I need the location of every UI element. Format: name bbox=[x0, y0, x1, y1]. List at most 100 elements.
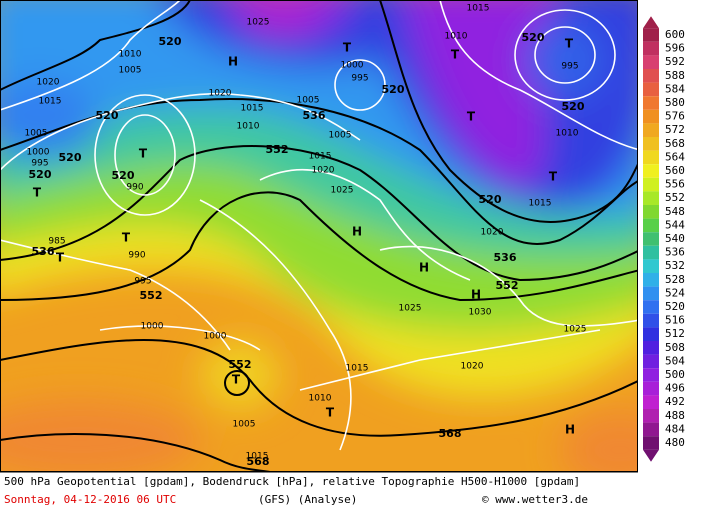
legend-swatch bbox=[643, 150, 659, 165]
map-label: 1000 bbox=[141, 322, 164, 332]
legend-label: 492 bbox=[665, 395, 685, 408]
legend-swatch bbox=[643, 82, 659, 97]
legend-swatch bbox=[643, 177, 659, 192]
legend-swatch bbox=[643, 41, 659, 56]
map-label: 520 bbox=[112, 169, 135, 182]
legend-swatch bbox=[643, 109, 659, 124]
map-label: H bbox=[419, 261, 429, 275]
legend-swatch bbox=[643, 96, 659, 110]
map-label: T bbox=[122, 231, 131, 245]
map-label: T bbox=[565, 37, 574, 51]
map-label: 1005 bbox=[119, 66, 142, 76]
map-label: 552 bbox=[266, 143, 289, 156]
legend-label: 520 bbox=[665, 300, 685, 313]
map-label: T bbox=[549, 170, 558, 184]
map-label: H bbox=[471, 288, 481, 302]
map-label: 990 bbox=[128, 251, 145, 261]
map-label: 1005 bbox=[233, 420, 256, 430]
map-label: 1000 bbox=[341, 61, 364, 71]
map-field bbox=[0, 0, 638, 472]
legend-label: 488 bbox=[665, 409, 685, 422]
map-label: 1005 bbox=[25, 129, 48, 139]
legend-swatch bbox=[643, 245, 659, 260]
map-label: 1005 bbox=[329, 131, 352, 141]
legend-swatch bbox=[643, 341, 659, 355]
legend-swatch bbox=[643, 273, 659, 287]
map-label: T bbox=[232, 373, 241, 387]
map-label: 1000 bbox=[27, 148, 50, 158]
legend-label: 536 bbox=[665, 246, 685, 259]
legend-label: 508 bbox=[665, 341, 685, 354]
legend-label: 596 bbox=[665, 42, 685, 55]
caption-date: Sonntag, 04-12-2016 06 UTC bbox=[4, 493, 176, 506]
legend-swatch bbox=[643, 218, 659, 233]
map-label: H bbox=[228, 55, 238, 69]
map-label: 1020 bbox=[37, 78, 60, 88]
map-label: 520 bbox=[96, 109, 119, 122]
legend-label: 580 bbox=[665, 96, 685, 109]
map-label: 985 bbox=[48, 237, 65, 247]
map-label: 520 bbox=[29, 168, 52, 181]
map-labels: 520H1025T1000995520536101510101005552101… bbox=[25, 4, 587, 469]
map-label: 552 bbox=[496, 279, 519, 292]
legend-label: 504 bbox=[665, 354, 685, 367]
map-label: 1010 bbox=[119, 50, 142, 60]
map-label: 1030 bbox=[469, 308, 492, 318]
map-label: 568 bbox=[439, 427, 462, 440]
map-label: 520 bbox=[59, 151, 82, 164]
legend-swatch bbox=[643, 409, 659, 423]
legend-label: 532 bbox=[665, 259, 685, 272]
map-label: 1015 bbox=[467, 4, 490, 14]
caption-model: (GFS) (Analyse) bbox=[258, 493, 357, 506]
map-label: 536 bbox=[494, 251, 517, 264]
legend-swatch bbox=[643, 28, 659, 42]
map-label: T bbox=[343, 41, 352, 55]
map-label: 990 bbox=[126, 183, 143, 193]
map-label: T bbox=[56, 251, 65, 265]
map-label: 520 bbox=[479, 193, 502, 206]
map-label: 995 bbox=[561, 62, 578, 72]
map-label: 1010 bbox=[309, 394, 332, 404]
legend-cap-bottom bbox=[643, 449, 659, 462]
legend-label: 540 bbox=[665, 232, 685, 245]
legend-label: 592 bbox=[665, 55, 685, 68]
map-label: 1010 bbox=[237, 122, 260, 132]
legend-swatch bbox=[643, 422, 659, 437]
map-label: 1020 bbox=[461, 362, 484, 372]
legend-label: 496 bbox=[665, 382, 685, 395]
legend-swatch bbox=[643, 286, 659, 301]
legend-label: 560 bbox=[665, 164, 685, 177]
legend-swatch bbox=[643, 137, 659, 151]
legend-label: 588 bbox=[665, 69, 685, 82]
map-label: 1015 bbox=[346, 364, 369, 374]
map-label: 1015 bbox=[241, 104, 264, 114]
legend-swatch bbox=[643, 381, 659, 396]
map-label: 1010 bbox=[445, 32, 468, 42]
legend-swatch bbox=[643, 164, 659, 178]
legend-swatch bbox=[643, 55, 659, 69]
map-label: 520 bbox=[522, 31, 545, 44]
map-label: 520 bbox=[382, 83, 405, 96]
legend-swatch bbox=[643, 395, 659, 409]
legend-label: 516 bbox=[665, 314, 685, 327]
legend-label: 600 bbox=[665, 28, 685, 41]
caption-line: 500 hPa Geopotential [gpdam], Bodendruck… bbox=[4, 475, 580, 488]
map-label: 1015 bbox=[309, 152, 332, 162]
legend-cap-top bbox=[643, 16, 659, 29]
legend-label: 528 bbox=[665, 273, 685, 286]
legend-swatch bbox=[643, 313, 659, 328]
legend-swatch bbox=[643, 300, 659, 314]
map-label: 1015 bbox=[246, 452, 269, 462]
legend-label: 480 bbox=[665, 436, 685, 449]
legend-label: 500 bbox=[665, 368, 685, 381]
legend-label: 484 bbox=[665, 422, 685, 435]
legend-label: 548 bbox=[665, 205, 685, 218]
legend-swatch bbox=[643, 205, 659, 219]
color-legend: 6005965925885845805765725685645605565525… bbox=[643, 16, 685, 462]
map-label: T bbox=[139, 147, 148, 161]
map-label: 520 bbox=[562, 100, 585, 113]
map-label: 552 bbox=[229, 358, 252, 371]
map-label: 995 bbox=[351, 74, 368, 84]
